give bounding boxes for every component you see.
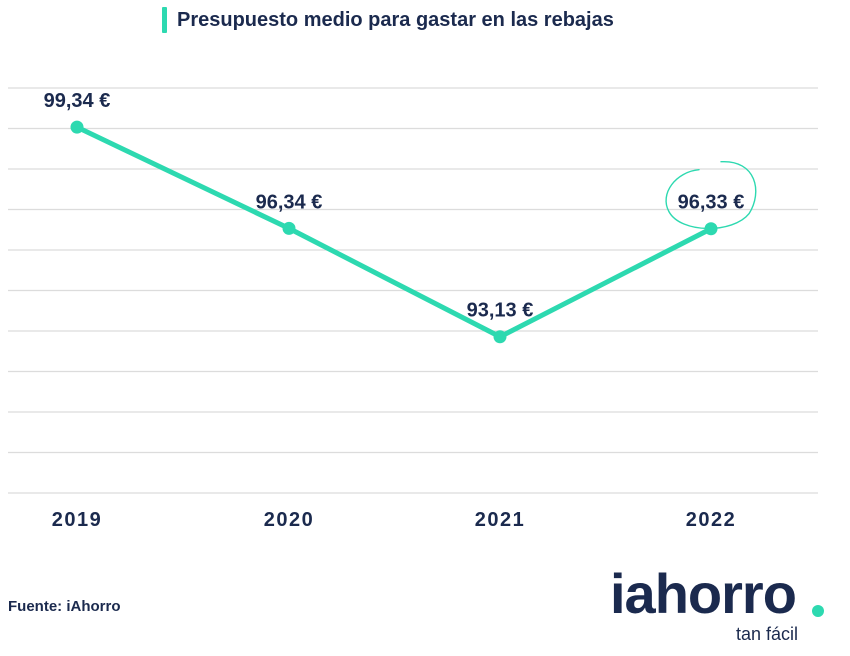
x-tick-2022: 2022 [686, 509, 737, 531]
title-accent-bar [162, 7, 167, 33]
data-point-2020 [282, 221, 296, 235]
x-tick-2019: 2019 [52, 509, 103, 531]
logo-wordmark: iahorro [610, 562, 797, 625]
logo-dot [812, 605, 824, 617]
data-label-2019: 99,34 € [44, 90, 111, 112]
x-tick-labels: 2019 2020 2021 2022 [52, 509, 737, 531]
brand-logo: iahorro tan fácil [610, 562, 830, 652]
data-point-2021 [493, 330, 507, 344]
grid-lines [8, 87, 818, 494]
data-point-2019 [70, 120, 84, 134]
data-labels: 99,34 € 96,34 € 93,13 € 96,33 € [44, 90, 757, 322]
data-label-2022: 96,33 € [678, 192, 745, 214]
source-note: Fuente: iAhorro [8, 598, 121, 615]
data-label-2021: 93,13 € [467, 300, 534, 322]
series-line [74, 124, 714, 340]
x-tick-2021: 2021 [475, 509, 526, 531]
data-label-2020: 96,34 € [256, 191, 323, 213]
highlight-circle [665, 161, 757, 230]
chart-title-block: Presupuesto medio para gastar en las reb… [162, 6, 614, 34]
data-points [70, 120, 718, 344]
series-line-group [74, 124, 714, 340]
line-chart: 99,34 € 96,34 € 93,13 € 96,33 € 2019 2020 202… [8, 87, 818, 531]
x-tick-2020: 2020 [264, 509, 315, 531]
logo-tagline: tan fácil [736, 624, 799, 644]
chart-title: Presupuesto medio para gastar en las reb… [177, 8, 614, 31]
